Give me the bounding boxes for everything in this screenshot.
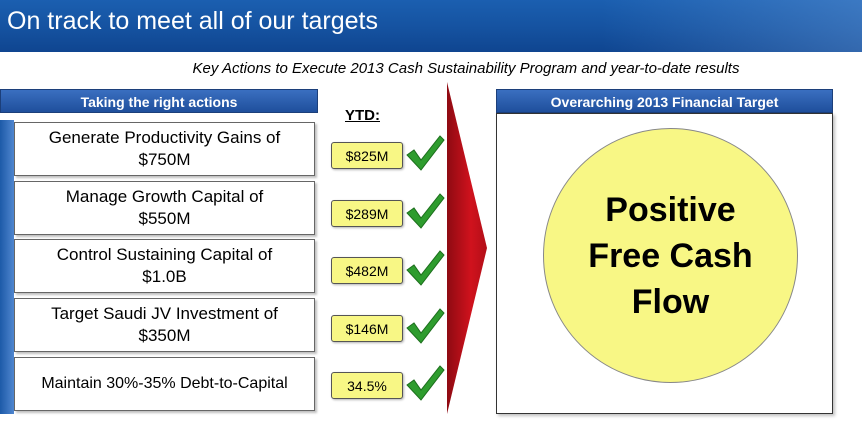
action-box-saudi-jv: Target Saudi JV Investment of $350M — [14, 298, 315, 352]
action-amount: $350M — [138, 326, 191, 345]
ytd-label: YTD: — [345, 107, 380, 124]
checkmark-icon — [406, 135, 445, 171]
action-box-growth-capital: Manage Growth Capital of $550M — [14, 181, 315, 235]
target-circle: Positive Free Cash Flow — [543, 128, 798, 383]
action-text: Manage Growth Capital of — [65, 187, 264, 206]
arrow-right-icon — [447, 82, 487, 414]
target-text-line: Free Cash — [588, 236, 753, 275]
action-text: Maintain 30%-35% Debt-to-Capital — [41, 375, 288, 392]
target-text-line: Flow — [631, 282, 710, 321]
action-text: Generate Productivity Gains of — [48, 128, 281, 147]
action-text: Target Saudi JV Investment of — [51, 304, 278, 323]
ytd-badge: 34.5% — [331, 372, 403, 399]
ytd-badge: $146M — [331, 315, 403, 342]
action-box-debt-to-capital: Maintain 30%-35% Debt-to-Capital — [14, 357, 315, 411]
ytd-badge: $289M — [331, 200, 403, 227]
actions-header: Taking the right actions — [0, 89, 318, 113]
title-bar: On track to meet all of our targets — [0, 0, 862, 52]
action-text: Control Sustaining Capital of — [56, 245, 273, 264]
action-amount: $750M — [138, 150, 191, 169]
checkmark-icon — [406, 308, 445, 344]
action-amount: $1.0B — [142, 267, 187, 286]
ytd-badge: $825M — [331, 142, 403, 169]
action-box-sustaining-capital: Control Sustaining Capital of $1.0B — [14, 239, 315, 293]
title-bar-shine — [602, 0, 862, 52]
checkmark-icon — [406, 250, 445, 286]
action-box-productivity: Generate Productivity Gains of $750M — [14, 122, 315, 176]
actions-accent-bar — [0, 120, 14, 414]
checkmark-icon — [406, 193, 445, 229]
action-amount: $550M — [138, 209, 191, 228]
target-header: Overarching 2013 Financial Target — [496, 89, 833, 113]
subtitle: Key Actions to Execute 2013 Cash Sustain… — [192, 60, 740, 77]
checkmark-icon — [406, 365, 445, 401]
page-title: On track to meet all of our targets — [7, 7, 378, 35]
ytd-badge: $482M — [331, 257, 403, 284]
target-text-line: Positive — [605, 190, 736, 229]
